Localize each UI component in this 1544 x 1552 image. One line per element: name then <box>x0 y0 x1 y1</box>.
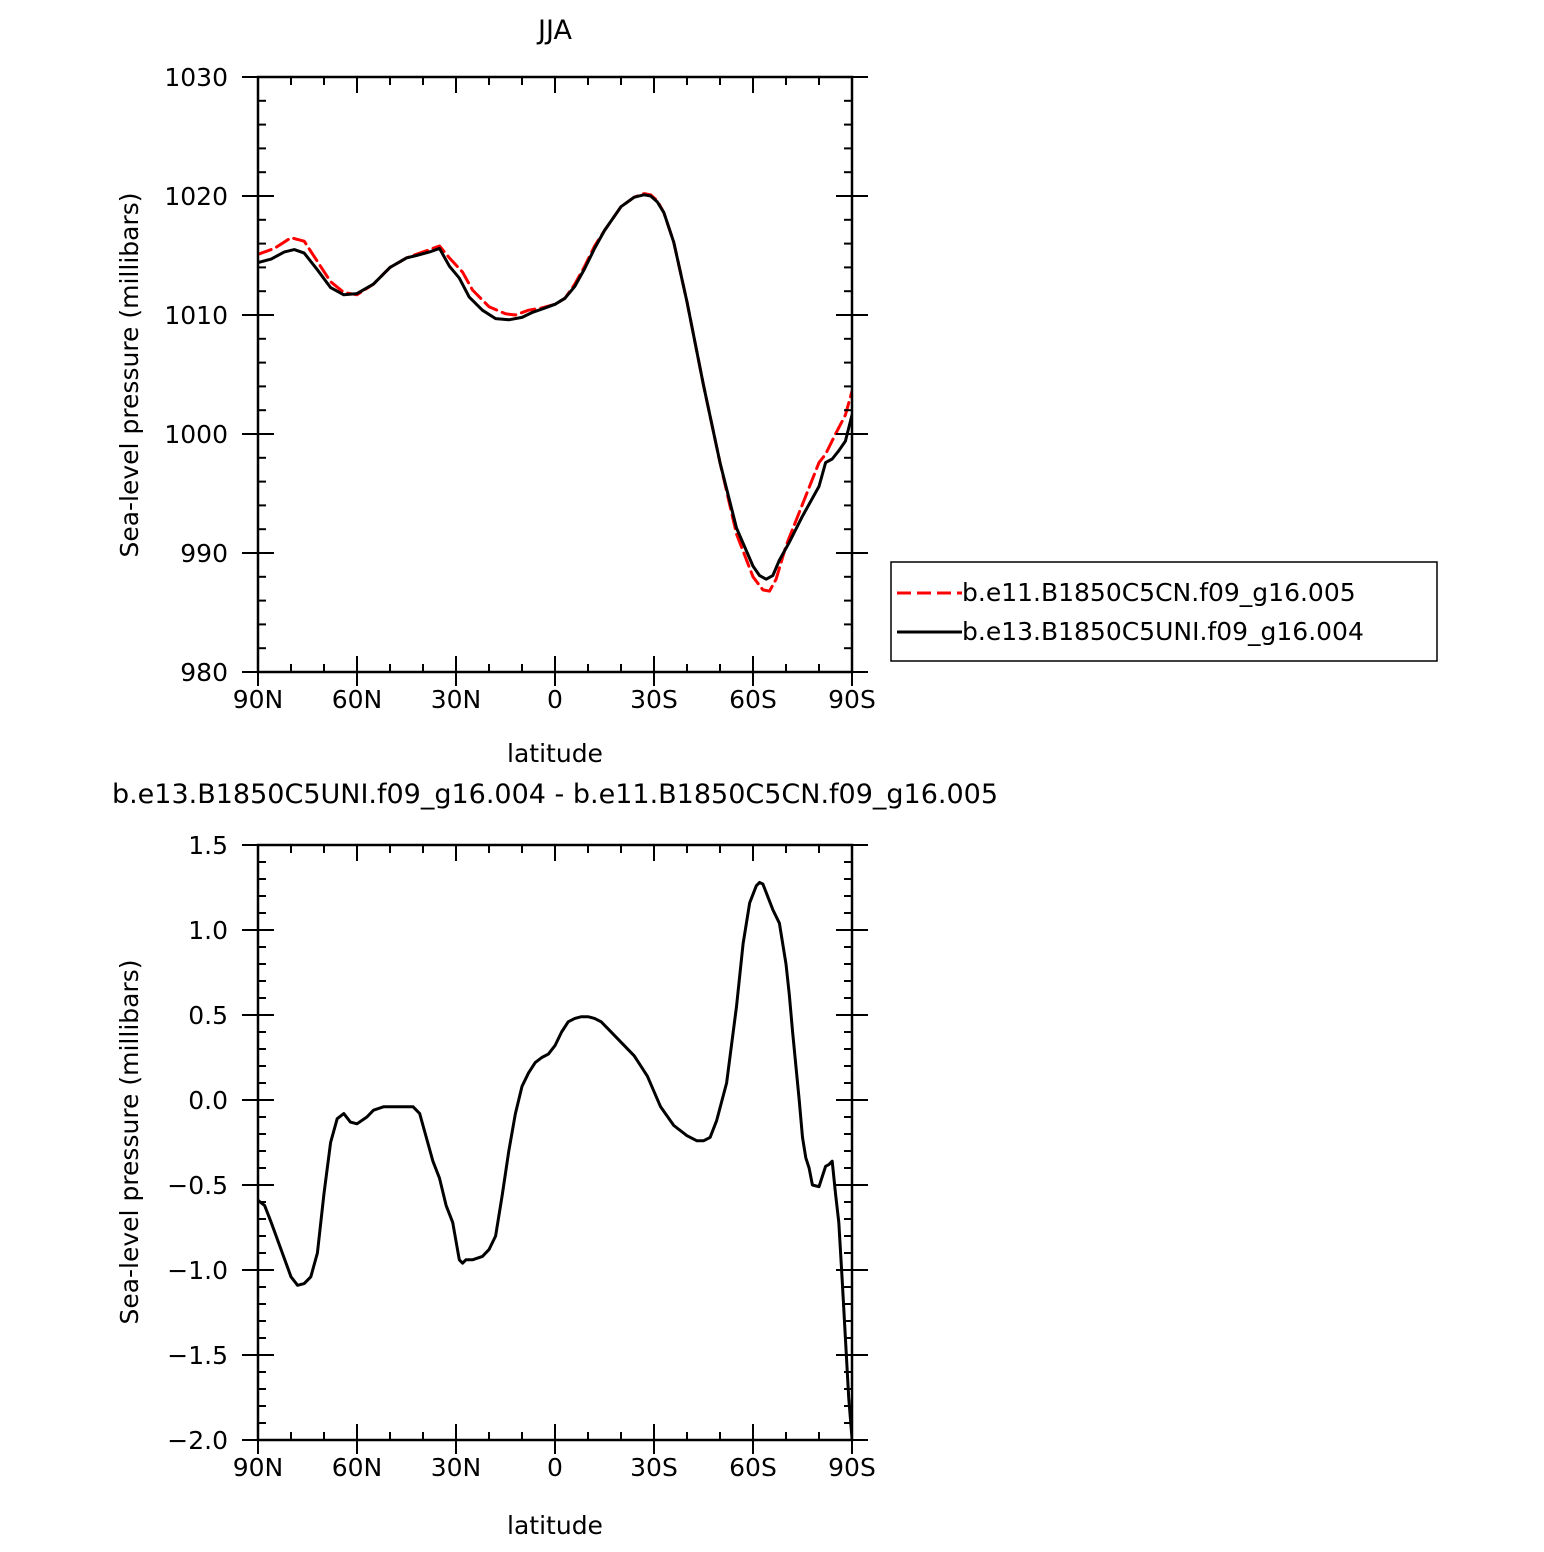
top-x-tick-label: 0 <box>547 685 563 714</box>
bottom-y-tick-label: −2.0 <box>167 1426 228 1455</box>
top-y-tick-label: 1030 <box>164 63 228 92</box>
top-x-tick-label: 90S <box>828 685 876 714</box>
legend: b.e11.B1850C5CN.f09_g16.005 b.e13.B1850C… <box>890 561 1438 662</box>
top-x-tick-label: 30N <box>431 685 482 714</box>
bottom-x-tick-label: 90N <box>233 1453 284 1482</box>
bottom-y-tick-label: 1.0 <box>188 916 228 945</box>
top-series-group <box>258 192 852 593</box>
bottom-x-tick-label: 60S <box>729 1453 777 1482</box>
bottom-y-axis-title: Sea-level pressure (millibars) <box>115 959 144 1324</box>
top-x-tick-label: 60N <box>332 685 383 714</box>
bottom-series-line-0 <box>258 880 852 1440</box>
top-x-tick-label: 60S <box>729 685 777 714</box>
bottom-y-tick-label: −0.5 <box>167 1171 228 1200</box>
top-y-axis-title: Sea-level pressure (millibars) <box>115 192 144 557</box>
top-y-tick-label: 1000 <box>164 420 228 449</box>
top-y-tick-label: 1010 <box>164 301 228 330</box>
top-x-axis-title: latitude <box>507 739 603 768</box>
legend-label-1: b.e13.B1850C5UNI.f09_g16.004 <box>962 617 1364 646</box>
bottom-x-tick-label: 0 <box>547 1453 563 1482</box>
top-x-tick-label: 90N <box>233 685 284 714</box>
bottom-x-tick-label: 30N <box>431 1453 482 1482</box>
bottom-y-tick-label: 0.0 <box>188 1086 228 1115</box>
legend-label-0: b.e11.B1850C5CN.f09_g16.005 <box>962 578 1356 607</box>
top-series-line-1 <box>258 193 852 581</box>
bottom-y-tick-label: 0.5 <box>188 1001 228 1030</box>
bottom-y-tick-label: −1.0 <box>167 1256 228 1285</box>
bottom-y-tick-label: −1.5 <box>167 1341 228 1370</box>
top-x-tick-label: 30S <box>630 685 678 714</box>
top-y-tick-label: 980 <box>180 658 228 687</box>
bottom-y-tick-label: 1.5 <box>188 831 228 860</box>
bottom-x-axis-title: latitude <box>507 1511 603 1540</box>
top-y-tick-label: 1020 <box>164 182 228 211</box>
top-axes: 90N 60N 30N 0 30S 60S 90S 980 990 1000 1010 1020 103… <box>164 63 875 714</box>
top-panel: JJA 90N 60N 30N 0 30S 60S 90S 980 990 1000 1010 102… <box>115 15 876 768</box>
bottom-x-tick-label: 30S <box>630 1453 678 1482</box>
bottom-series-group <box>258 880 852 1440</box>
bottom-panel: b.e13.B1850C5UNI.f09_g16.004 - b.e11.B18… <box>112 779 998 1540</box>
legend-box <box>890 561 1438 662</box>
bottom-x-tick-label: 60N <box>332 1453 383 1482</box>
bottom-chart-title: b.e13.B1850C5UNI.f09_g16.004 - b.e11.B18… <box>112 779 998 810</box>
top-chart-title: JJA <box>536 15 572 46</box>
bottom-x-tick-label: 90S <box>828 1453 876 1482</box>
top-y-tick-label: 990 <box>180 539 228 568</box>
bottom-axes: 90N 60N 30N 0 30S 60S 90S −2.0 −1.5 −1.0 −0.5 0.0 0.… <box>167 831 876 1482</box>
